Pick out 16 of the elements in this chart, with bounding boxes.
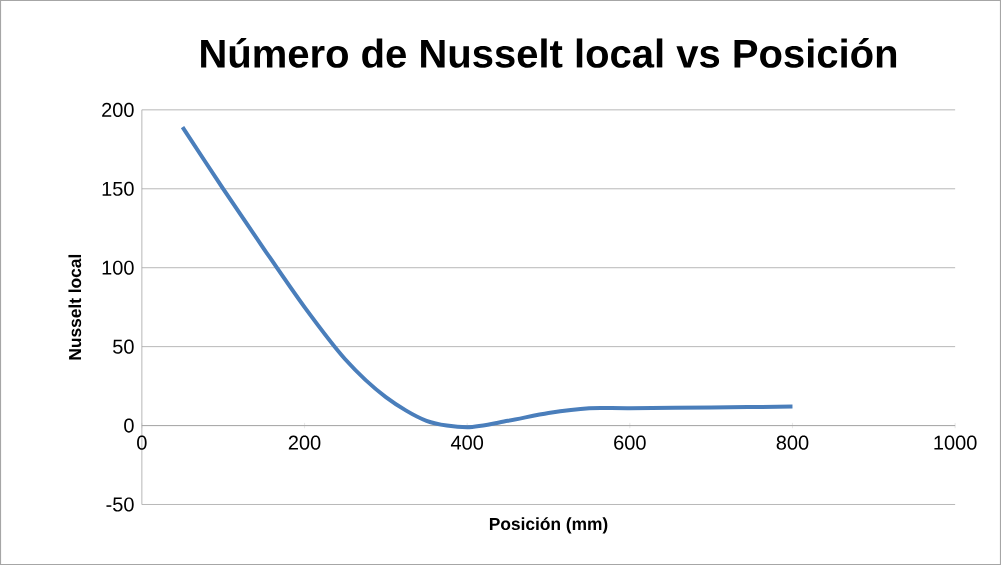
x-tick-label: 600 <box>614 435 646 450</box>
x-tick-label: 0 <box>137 435 147 450</box>
y-axis-title: Nusselt local <box>68 254 82 360</box>
x-axis-title: Posición (mm) <box>489 517 608 534</box>
y-tick-label: 0 <box>124 418 134 433</box>
y-tick-label: 150 <box>102 181 134 196</box>
x-tick-label: 400 <box>450 435 484 450</box>
chart-title: Número de Nusselt local vs Posición <box>201 38 897 68</box>
line-series <box>180 125 795 430</box>
x-tick-label: 1000 <box>934 435 977 450</box>
y-tick-label: 200 <box>102 102 134 117</box>
y-tick-label: 50 <box>113 339 134 354</box>
y-tick-label: -50 <box>106 497 134 512</box>
y-tick-label: 100 <box>102 260 134 275</box>
x-tick-label: 200 <box>288 435 321 450</box>
x-tick-label: 800 <box>776 435 809 450</box>
